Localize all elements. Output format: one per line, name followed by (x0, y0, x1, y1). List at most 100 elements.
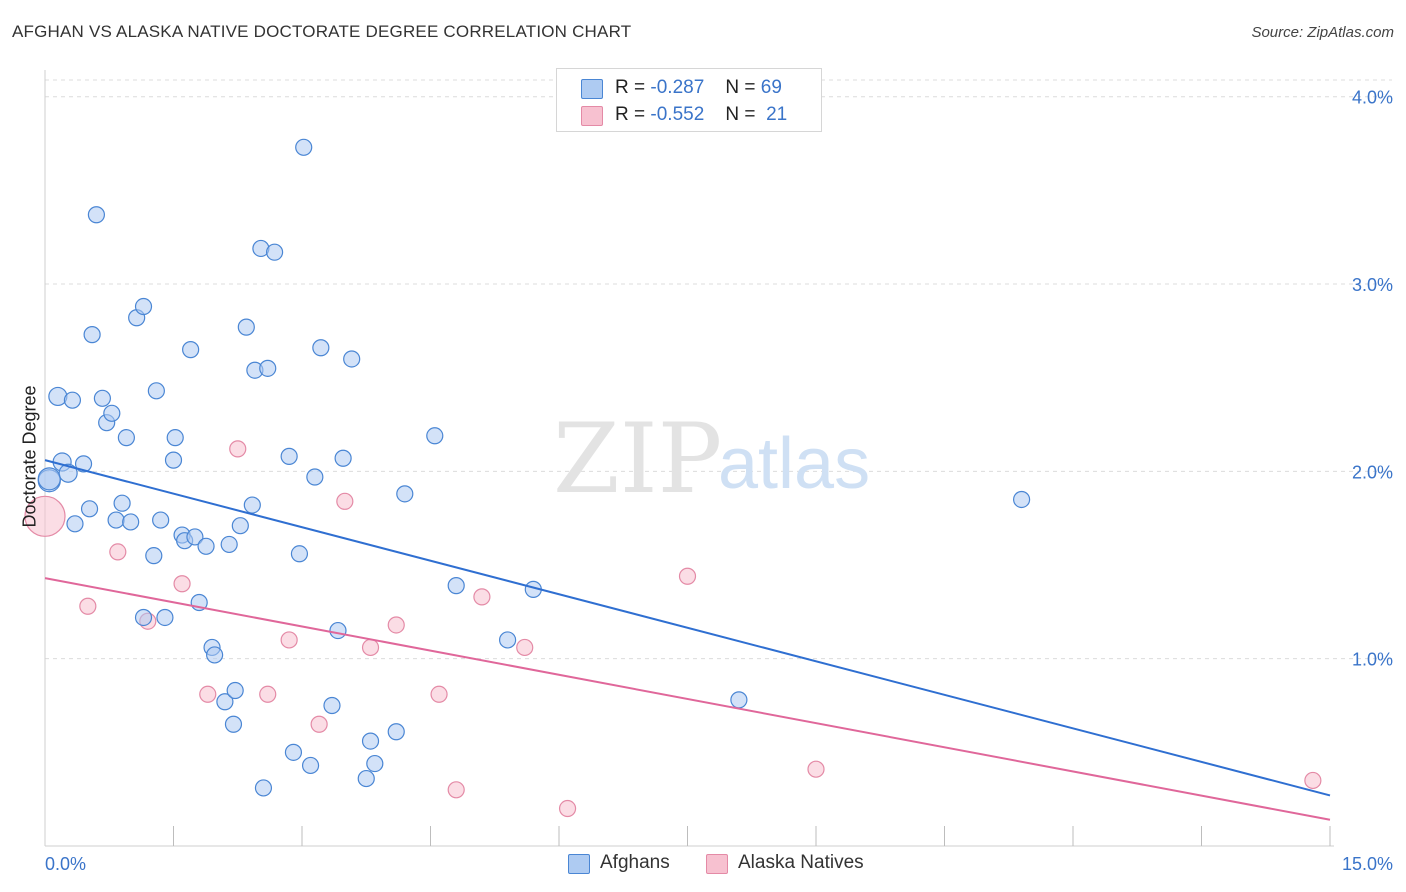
afghans-legend-swatch (568, 854, 590, 874)
afghans-point (301, 756, 320, 775)
afghans-swatch (581, 79, 603, 99)
afghans-point (284, 743, 303, 761)
afghans-point (396, 485, 414, 503)
alaska-natives-point (310, 715, 328, 733)
y-axis-label: Doctorate Degree (19, 385, 40, 528)
afghans-point (93, 389, 111, 407)
n-label: N = (725, 77, 756, 98)
afghans-point (243, 496, 261, 514)
afghans-point (730, 691, 748, 709)
alaska-natives-legend-label: Alaska Natives (738, 852, 864, 873)
afghans-trendline (44, 459, 1331, 797)
afghans-point (334, 449, 352, 467)
alaska-natives-point (259, 685, 277, 703)
afghans-point (166, 429, 184, 447)
afghans-point (280, 447, 298, 465)
x-tick-label-max: 15.0% (1342, 854, 1393, 874)
afghans-point (164, 451, 183, 469)
afghans-point (216, 693, 234, 711)
r-label: R = (615, 104, 646, 125)
afghans-point (387, 723, 405, 741)
axis-layer (44, 70, 1334, 847)
afghans-point (357, 769, 375, 788)
afghans-point (323, 696, 341, 715)
y-tick-label: 3.0% (1352, 275, 1393, 295)
afghans-point (122, 513, 140, 531)
afghans-point (83, 326, 101, 344)
afghans-point (224, 715, 243, 733)
alaska-natives-point (1304, 771, 1322, 790)
afghans-point (361, 732, 380, 750)
watermark-zip: ZIP (553, 403, 722, 515)
alaska-natives-point (361, 638, 380, 657)
n-value-alaska-natives: 21 (766, 104, 788, 125)
alaska-natives-point (109, 543, 127, 561)
afghans-point (145, 547, 163, 565)
tick-layer: 1.0% 2.0% 3.0% 4.0% 0.0% 15.0% (45, 88, 1393, 874)
watermark: ZIP atlas (553, 403, 870, 515)
watermark-atlas: atlas (718, 424, 870, 504)
afghans-point (147, 382, 165, 400)
afghans-point (220, 535, 238, 554)
afghans-point (80, 500, 99, 518)
alaska-natives-point (199, 685, 217, 703)
afghans-point (66, 515, 84, 533)
afghans-point (152, 511, 170, 529)
afghans-point (290, 545, 309, 563)
alaska-natives-point (79, 597, 97, 615)
afghans-point (226, 681, 244, 700)
afghans-point (58, 463, 78, 483)
afghans-point (231, 517, 249, 535)
afghans-point (237, 318, 255, 336)
afghans-point (206, 646, 224, 664)
alaska-natives-point (387, 616, 405, 634)
afghans-point (1012, 490, 1031, 509)
afghans-point (134, 297, 153, 316)
afghans-point (63, 391, 82, 409)
n-label: N = (725, 104, 756, 125)
legend-text-afghans: R = -0.287 N = 69 (615, 77, 782, 99)
afghans-point (197, 537, 215, 555)
chart-title: AFGHAN VS ALASKA NATIVE DOCTORATE DEGREE… (12, 22, 632, 41)
afghans-point (312, 339, 330, 357)
alaska-natives-point (280, 631, 298, 649)
alaska-natives-point (447, 781, 465, 799)
y-tick-label: 1.0% (1352, 650, 1393, 670)
alaska-natives-point (430, 685, 448, 703)
alaska-natives-point (678, 567, 697, 585)
afghans-point (74, 455, 93, 473)
afghans-point (134, 608, 153, 627)
afghans-point (259, 359, 277, 377)
y-tick-label: 2.0% (1352, 462, 1393, 482)
afghans-point (117, 429, 135, 447)
alaska-natives-point (229, 440, 247, 458)
r-value-afghans: -0.287 (650, 77, 705, 98)
x-tick-label-min: 0.0% (45, 854, 86, 874)
afghans-legend-label: Afghans (600, 852, 670, 873)
alaska-natives-swatch (581, 106, 603, 126)
alaska-natives-point (558, 799, 577, 818)
alaska-natives-trendline (44, 577, 1331, 821)
afghans-point (107, 511, 125, 529)
afghans-point (182, 341, 200, 359)
afghans-point (329, 621, 347, 640)
afghans-point (113, 494, 131, 512)
afghans-point (295, 138, 313, 156)
afghans-point (306, 468, 324, 486)
r-label: R = (615, 77, 646, 98)
n-value-afghans: 69 (760, 77, 782, 98)
alaska-natives-legend-swatch (706, 854, 728, 874)
alaska-natives-point (173, 575, 191, 593)
afghans-point (366, 754, 384, 773)
alaska-natives-point (336, 492, 354, 510)
afghans-point (87, 206, 106, 224)
afghans-point (37, 467, 61, 491)
afghans-point (48, 386, 68, 407)
alaska-natives-point (516, 638, 534, 657)
afghans-point (156, 608, 174, 627)
y-tick-label: 4.0% (1352, 88, 1393, 108)
correlation-legend: R = -0.287 N = 69 R = -0.552 N = 21 (556, 68, 822, 132)
trend-layer (44, 459, 1331, 821)
afghans-point (447, 577, 465, 595)
